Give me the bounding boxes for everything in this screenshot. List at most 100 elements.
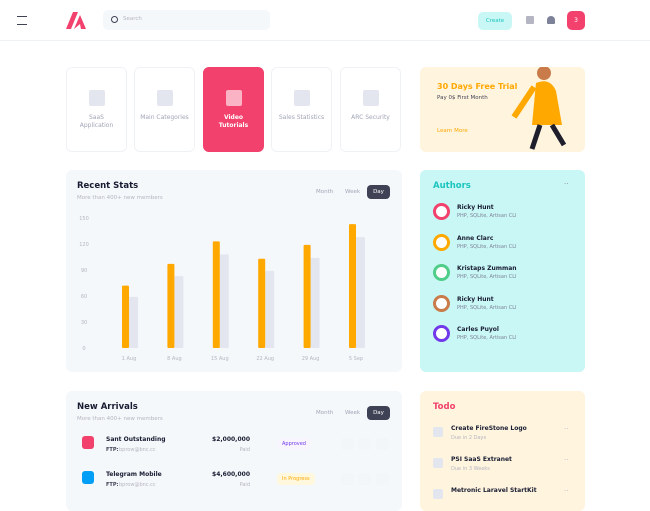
author-name[interactable]: Carles Puyol <box>457 326 499 333</box>
menu-icon[interactable] <box>17 16 27 25</box>
y-tick-label: 120 <box>79 242 89 248</box>
checkbox[interactable] <box>433 458 443 468</box>
more-icon[interactable]: ·· <box>564 425 569 433</box>
app-name[interactable]: Telegram Mobile <box>106 471 162 478</box>
action-button[interactable] <box>358 473 371 485</box>
more-icon[interactable]: ·· <box>564 487 569 495</box>
tab[interactable]: Month <box>316 189 334 195</box>
tile-icon <box>225 90 242 106</box>
x-tick-label: 5 Sep <box>349 356 363 362</box>
author-name[interactable]: Ricky Hunt <box>457 295 494 303</box>
avatar <box>433 294 450 312</box>
todo-task[interactable]: PSI SaaS Extranet <box>451 456 512 463</box>
bar <box>167 263 175 348</box>
checkbox[interactable] <box>433 489 443 499</box>
tab[interactable]: Week <box>345 410 361 416</box>
tile-icon <box>156 90 173 106</box>
author-skills: PHP, SQLite, Artisan CLI <box>457 304 517 311</box>
action-button[interactable] <box>358 438 371 450</box>
tile-label: Video Tutorials <box>218 114 249 129</box>
bar <box>265 270 275 348</box>
apps-icon[interactable] <box>526 16 534 24</box>
author-skills: PHP, SQLite, Artisan CLI <box>457 243 517 250</box>
more-icon[interactable]: ·· <box>564 456 569 464</box>
ftp-label: FTP: <box>106 482 119 488</box>
todo-task[interactable]: Create FireStone Logo <box>451 425 527 432</box>
tile[interactable]: Video Tutorials <box>203 67 264 152</box>
todo-task[interactable]: Metronic Laravel StartKit <box>451 487 537 494</box>
card-subtitle: More than 400+ new members <box>77 416 163 422</box>
tile[interactable]: Main Categories <box>134 67 195 152</box>
card-title: Todo <box>433 402 456 412</box>
y-tick-label: 150 <box>79 216 89 222</box>
illustration <box>511 67 567 150</box>
action-button[interactable] <box>376 438 389 450</box>
amount: $4,600,000 <box>212 471 250 478</box>
logo[interactable] <box>66 12 86 29</box>
x-tick-label: 8 Aug <box>167 356 182 362</box>
y-tick-label: 90 <box>81 268 87 274</box>
tab[interactable]: Week <box>345 189 361 195</box>
y-tick-label: 0 <box>82 346 85 352</box>
notification-badge[interactable]: 3 <box>567 11 585 30</box>
x-tick-label: 22 Aug <box>256 356 274 362</box>
card-title: Recent Stats <box>77 181 139 191</box>
avatar <box>433 325 450 342</box>
author-name[interactable]: Kristaps Zumman <box>457 265 517 272</box>
search-box[interactable]: Search <box>103 10 270 30</box>
status-badge: Approved <box>277 438 311 450</box>
create-button[interactable]: Create <box>478 12 512 30</box>
bar <box>258 258 266 348</box>
avatar <box>433 203 450 220</box>
author-skills: PHP, SQLite, Artisan CLI <box>457 335 517 341</box>
bar <box>303 244 311 348</box>
trial-title: 30 Days Free Trial <box>437 82 518 91</box>
ftp-label: FTP: <box>106 447 119 453</box>
app-logo <box>82 471 94 484</box>
card-subtitle: More than 400+ new members <box>77 195 163 201</box>
tile-label: ARC Security <box>351 114 390 121</box>
tab[interactable]: Month <box>316 410 334 416</box>
stats-card: Recent Stats More than 400+ new members … <box>66 170 402 372</box>
tab[interactable]: Day <box>367 185 390 199</box>
action-button[interactable] <box>376 473 389 485</box>
x-tick-label: 29 Aug <box>302 356 320 362</box>
x-tick-label: 1 Aug <box>122 356 137 362</box>
payment: Paid <box>239 447 250 453</box>
author-name[interactable]: Anne Clarc <box>457 234 494 242</box>
bar <box>310 257 320 348</box>
search-placeholder: Search <box>123 16 142 22</box>
tab[interactable]: Day <box>367 406 390 420</box>
author-skills: PHP, SQLite, Artisan CLI <box>457 274 517 280</box>
bar <box>212 241 220 348</box>
checkbox[interactable] <box>433 427 443 437</box>
tile[interactable]: ARC Security <box>340 67 401 152</box>
author-name[interactable]: Ricky Hunt <box>457 204 494 211</box>
trial-link[interactable]: Learn More <box>437 128 468 134</box>
authors-card: Authors ·· Ricky Hunt PHP, SQLite, Artisa… <box>420 170 585 372</box>
bar <box>349 224 356 348</box>
tile-icon <box>362 90 379 106</box>
y-tick-label: 30 <box>81 320 87 326</box>
bar <box>122 285 129 348</box>
tile-label: Sales Statistics <box>278 114 325 121</box>
ftp-address: bprow@bnc.cc <box>119 447 156 453</box>
tile[interactable]: Sales Statistics <box>271 67 332 152</box>
chart: 0 30 60 90 120 150 1 Aug 8 Aug 15 Aug 22 Aug 29 Au… <box>79 216 365 362</box>
avatar <box>433 264 450 281</box>
tile-icon <box>88 90 105 106</box>
ftp-address: bprow@bnc.cc <box>119 482 156 488</box>
user-icon[interactable] <box>547 16 555 24</box>
todo-due: Due in 3 Weeks <box>451 466 490 472</box>
action-button[interactable] <box>341 473 354 485</box>
app-name[interactable]: Sant Outstanding <box>106 436 166 443</box>
tile-icon <box>293 90 310 106</box>
bar <box>356 237 365 348</box>
tile-label: Main Categories <box>140 114 189 121</box>
page: Search Create 3 SaaS Application Main Ca… <box>0 10 650 511</box>
header-border <box>0 40 650 41</box>
tile[interactable]: SaaS Application <box>66 67 127 152</box>
action-button[interactable] <box>341 438 354 450</box>
more-icon[interactable]: ·· <box>564 180 569 188</box>
arrivals-card: New Arrivals More than 400+ new members … <box>66 391 402 511</box>
